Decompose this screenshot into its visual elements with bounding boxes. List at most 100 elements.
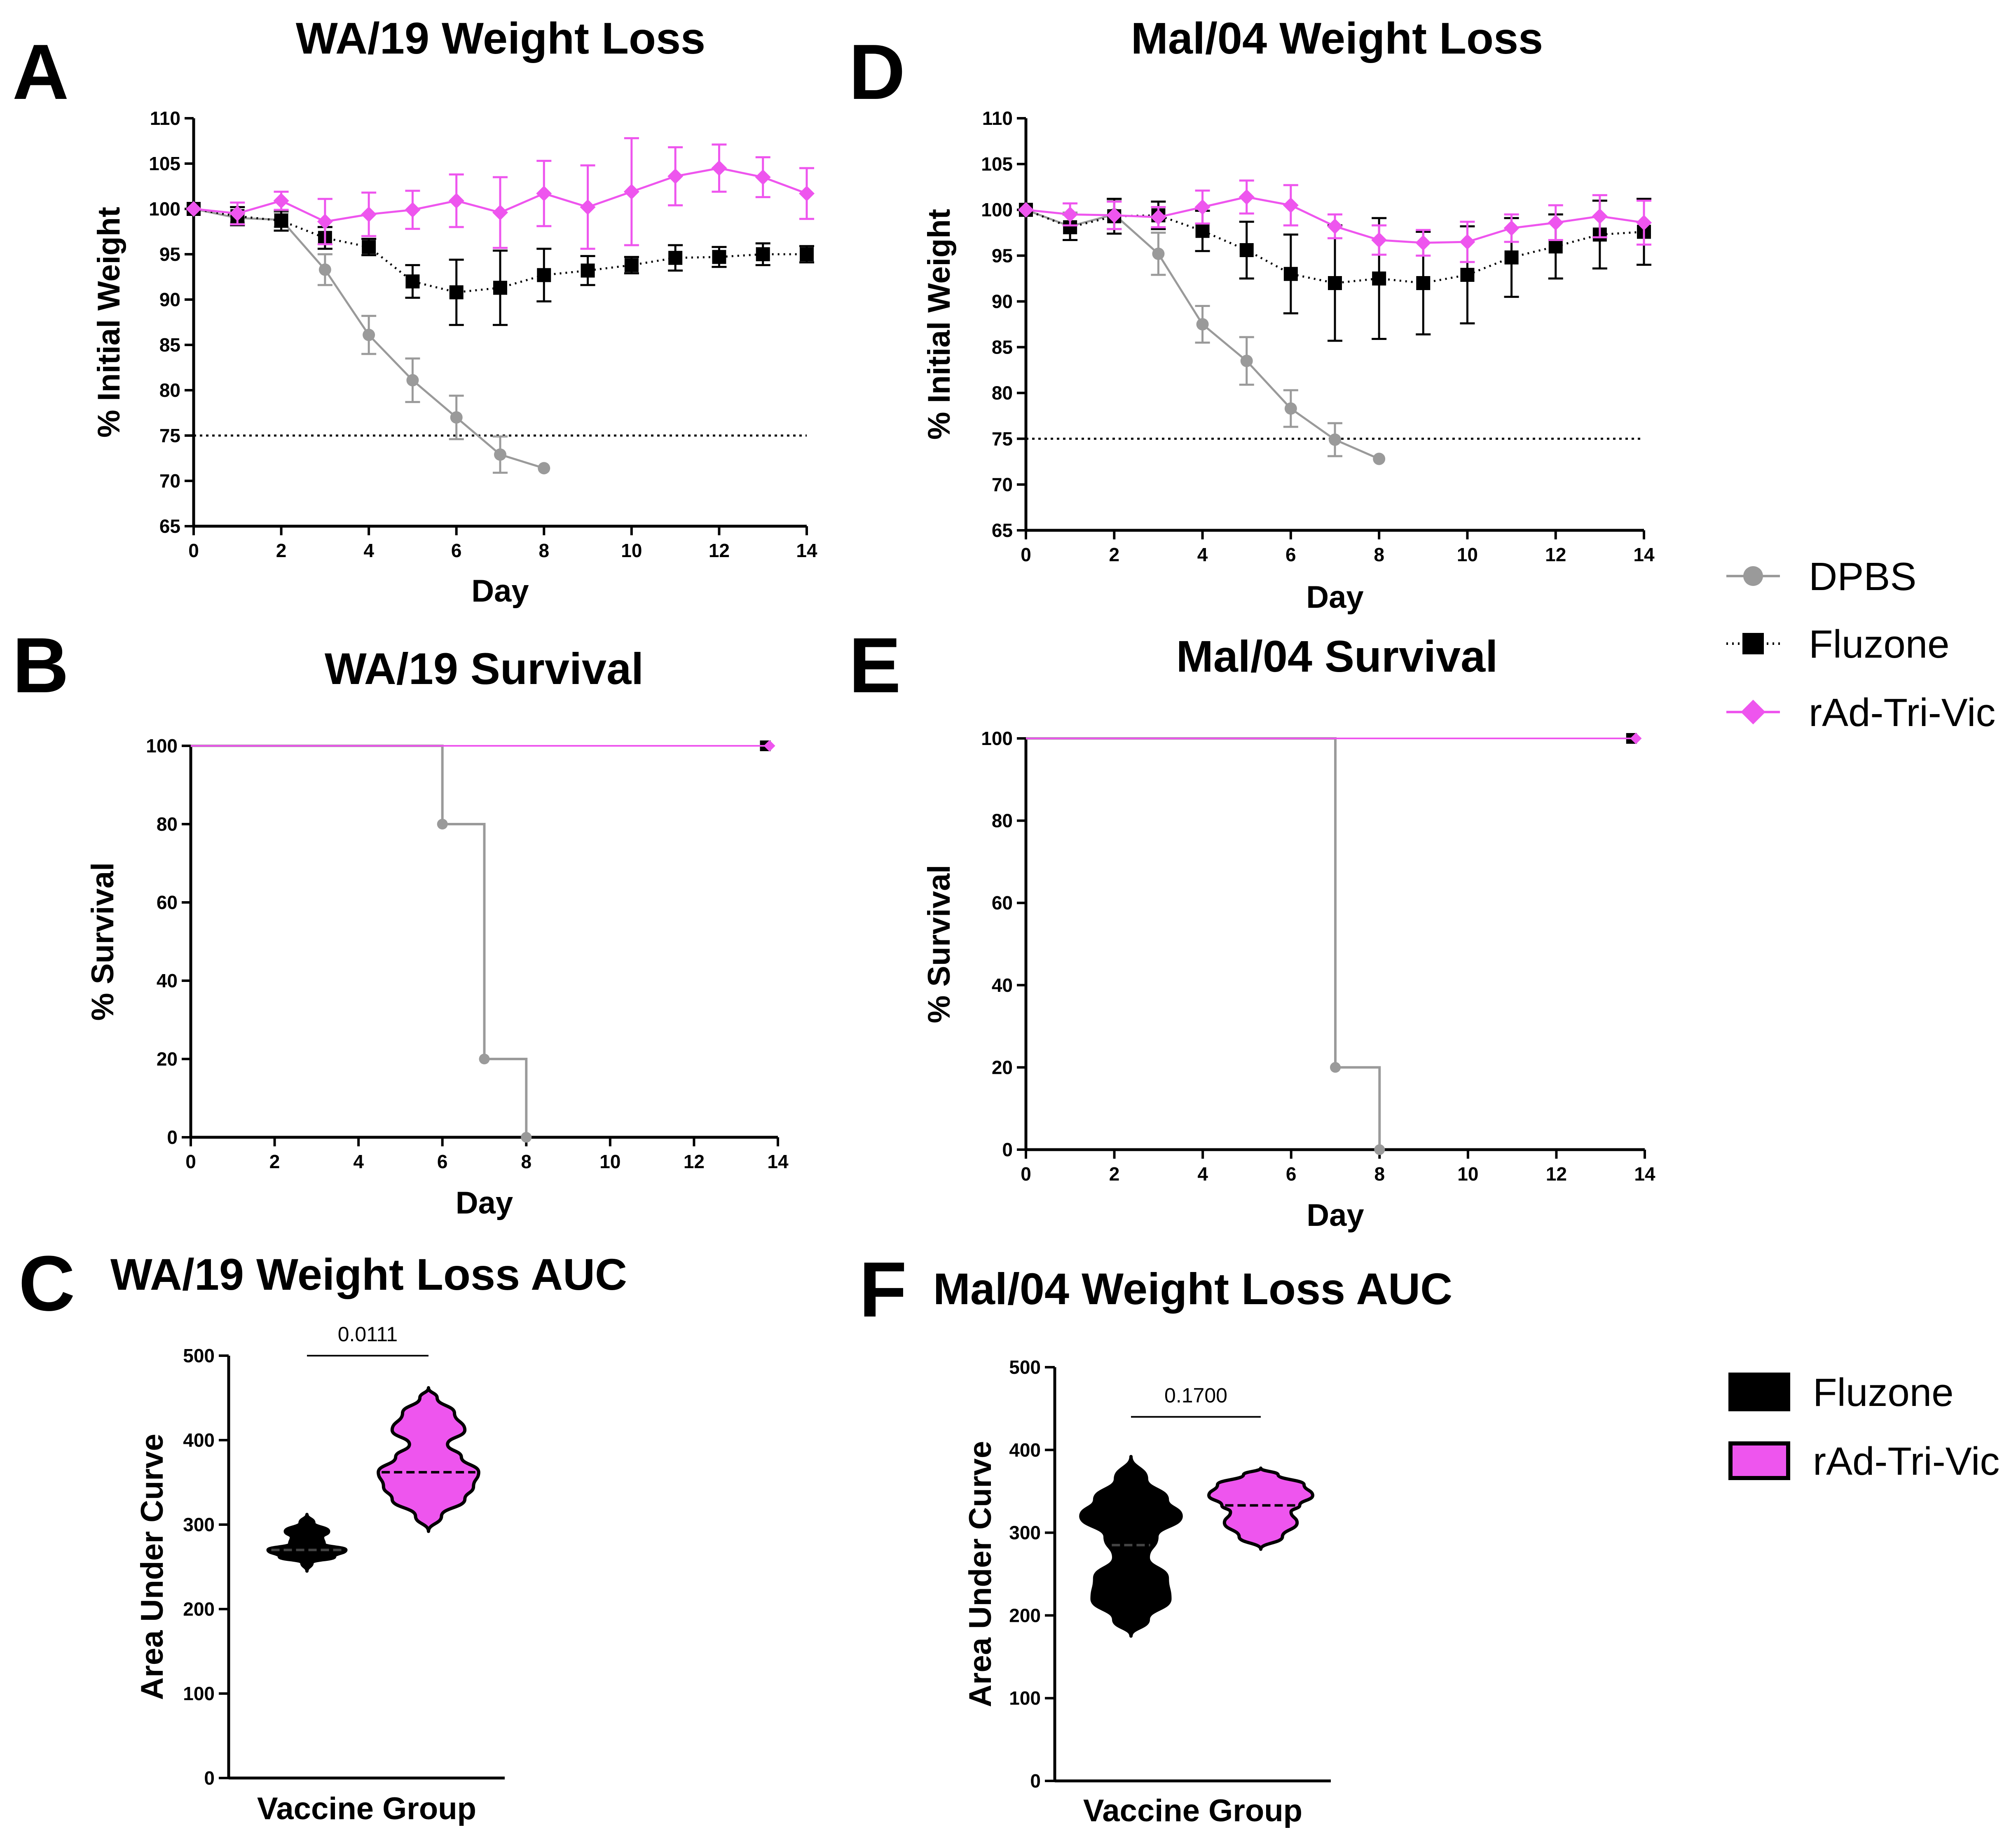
x-tick-label: 2 bbox=[269, 1151, 280, 1172]
series-fluzone bbox=[187, 202, 814, 326]
chart-title: Mal/04 Weight Loss bbox=[1131, 13, 1543, 63]
data-point bbox=[449, 285, 464, 300]
x-tick-label: 0 bbox=[1021, 544, 1031, 565]
x-tick-label: 14 bbox=[1633, 544, 1655, 565]
x-tick-label: 6 bbox=[451, 540, 462, 561]
x-tick-label: 8 bbox=[1374, 1163, 1385, 1185]
x-tick-label: 2 bbox=[1109, 544, 1119, 565]
y-tick-label: 40 bbox=[157, 970, 178, 991]
y-tick-label: 85 bbox=[992, 337, 1013, 358]
y-tick-label: 65 bbox=[159, 515, 180, 537]
legend-swatch bbox=[1728, 1441, 1790, 1480]
legend-marker bbox=[1742, 633, 1764, 654]
y-tick-label: 95 bbox=[159, 244, 180, 265]
data-point bbox=[1636, 215, 1652, 231]
legend-label: Fluzone bbox=[1813, 1370, 1954, 1415]
x-tick-label: 2 bbox=[276, 540, 287, 561]
y-tick-label: 0 bbox=[167, 1127, 178, 1148]
data-point bbox=[1196, 318, 1209, 330]
chart-panel-b: B WA/19 Survival% SurvivalDay020406080100… bbox=[12, 622, 789, 1221]
violin-rad-tri-vic bbox=[1207, 1466, 1314, 1551]
data-point bbox=[1504, 250, 1519, 265]
y-tick-label: 100 bbox=[146, 735, 178, 757]
data-point bbox=[800, 247, 814, 261]
y-tick-label: 65 bbox=[992, 520, 1013, 541]
x-tick-label: 14 bbox=[1634, 1163, 1655, 1185]
x-tick-label: 12 bbox=[1545, 544, 1566, 565]
data-point bbox=[1327, 218, 1343, 234]
y-tick-label: 95 bbox=[992, 245, 1013, 266]
x-tick-label: 14 bbox=[796, 540, 817, 561]
series-rad-tri-vic bbox=[1018, 179, 1652, 263]
series-rad-tri-vic bbox=[186, 137, 815, 250]
violin-shape bbox=[1207, 1466, 1314, 1551]
data-point bbox=[273, 193, 289, 209]
series-dpbs bbox=[1026, 737, 1385, 1155]
data-point bbox=[492, 204, 508, 220]
legend-label: DPBS bbox=[1809, 555, 1916, 599]
chart-panel-e: E Mal/04 Survival% SurvivalDay02040608010… bbox=[849, 622, 1655, 1233]
data-point bbox=[1062, 206, 1078, 223]
y-tick-label: 300 bbox=[183, 1514, 215, 1535]
x-tick-label: 14 bbox=[767, 1151, 789, 1172]
survival-line bbox=[191, 745, 528, 1137]
end-marker bbox=[1630, 733, 1642, 744]
y-tick-label: 60 bbox=[157, 892, 178, 913]
x-tick-label: 12 bbox=[709, 540, 730, 561]
chart-panel-c: C WA/19 Weight Loss AUC Area Under Curve Va… bbox=[19, 1240, 627, 1826]
data-point bbox=[521, 1132, 532, 1143]
chart-title: WA/19 Weight Loss bbox=[296, 13, 705, 63]
chart-title: WA/19 Weight Loss AUC bbox=[110, 1249, 627, 1299]
x-tick-label: 10 bbox=[1457, 544, 1478, 565]
data-point bbox=[538, 462, 550, 475]
x-tick-label: 8 bbox=[539, 540, 549, 561]
panel-letter-e: E bbox=[849, 622, 901, 709]
y-tick-label: 100 bbox=[1009, 1687, 1041, 1709]
data-point bbox=[494, 448, 506, 461]
panel-letter-b: B bbox=[12, 622, 69, 709]
data-point bbox=[668, 251, 683, 265]
x-tick-label: 0 bbox=[188, 540, 199, 561]
y-tick-label: 100 bbox=[183, 1683, 215, 1704]
x-axis-title: Day bbox=[471, 574, 529, 609]
legend-label: rAd-Tri-Vic bbox=[1809, 691, 1995, 735]
data-point bbox=[1459, 234, 1475, 250]
data-point bbox=[711, 160, 727, 176]
legend-item-rad-tri-vic: rAd-Tri-Vic bbox=[1726, 691, 1995, 735]
data-point bbox=[437, 819, 448, 829]
data-point bbox=[1284, 402, 1297, 415]
y-axis-title: Area Under Curve bbox=[963, 1441, 998, 1707]
legend-violins: Fluzone rAd-Tri-Vic bbox=[1728, 1370, 2000, 1483]
x-tick-label: 6 bbox=[437, 1151, 448, 1172]
x-tick-label: 8 bbox=[521, 1151, 532, 1172]
x-tick-label: 4 bbox=[1197, 544, 1208, 565]
y-axis-title: % Survival bbox=[85, 862, 120, 1021]
data-point bbox=[537, 268, 551, 282]
y-tick-label: 500 bbox=[1009, 1356, 1041, 1378]
data-point bbox=[362, 240, 376, 254]
legend-marker bbox=[1743, 566, 1763, 586]
data-point bbox=[1329, 433, 1341, 446]
panel-letter-f: F bbox=[859, 1246, 907, 1333]
y-tick-label: 0 bbox=[204, 1767, 215, 1789]
violin-shape bbox=[1079, 1455, 1183, 1638]
chart-title: Mal/04 Survival bbox=[1176, 631, 1498, 681]
x-tick-label: 12 bbox=[684, 1151, 705, 1172]
legend-label: rAd-Tri-Vic bbox=[1813, 1439, 2000, 1483]
chart-panel-d: D Mal/04 Weight Loss % Initial Weight Day 65… bbox=[849, 13, 1655, 615]
y-tick-label: 300 bbox=[1009, 1522, 1041, 1544]
y-tick-label: 0 bbox=[1002, 1139, 1013, 1160]
data-point bbox=[1018, 202, 1034, 218]
y-tick-label: 400 bbox=[1009, 1439, 1041, 1461]
data-point bbox=[1373, 452, 1386, 465]
y-tick-label: 80 bbox=[159, 380, 180, 401]
data-point bbox=[1106, 207, 1122, 223]
y-axis-title: % Initial Weight bbox=[91, 207, 126, 438]
chart-panel-a: A WA/19 Weight Loss % Initial Weight Day 65 7… bbox=[12, 13, 817, 609]
y-tick-label: 110 bbox=[150, 108, 180, 129]
data-point bbox=[1328, 276, 1342, 290]
y-tick-label: 0 bbox=[1030, 1770, 1041, 1792]
data-point bbox=[1283, 267, 1298, 281]
series-rad-tri-vic bbox=[191, 740, 775, 752]
